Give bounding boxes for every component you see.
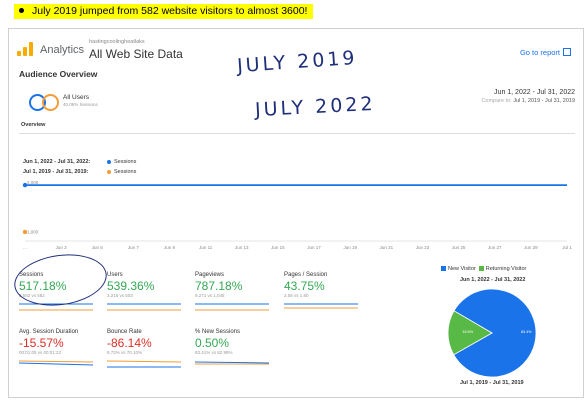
x-tick-label: Jun 29 xyxy=(524,245,538,250)
metric-value: 539.36% xyxy=(107,279,155,293)
legend-swatch-icon xyxy=(441,266,446,272)
legend-dot-icon xyxy=(107,169,111,174)
x-tick-label: Jun 9 xyxy=(164,245,176,250)
pie-slice-label: 83.4% xyxy=(521,330,532,334)
pie-legend: New Visitor Returning Visitor xyxy=(441,266,526,272)
pie-caption-bottom: Jul 1, 2019 - Jul 31, 2019 xyxy=(460,380,524,386)
x-tick-label: Jun 15 xyxy=(271,245,285,250)
legend-metric[interactable]: Sessions xyxy=(114,169,137,175)
pie-legend-new[interactable]: New Visitor xyxy=(448,266,476,272)
metric-name: Avg. Session Duration xyxy=(19,329,79,335)
sparkline xyxy=(107,360,181,368)
x-tick-label: Jun 13 xyxy=(235,245,249,250)
go-to-report-label: Go to report xyxy=(519,48,560,57)
x-tick-label: Jun 19 xyxy=(343,245,357,250)
x-tick-label: ... xyxy=(23,245,27,250)
x-tick-label: Jun 27 xyxy=(488,245,502,250)
y-tick-label: 1,000 xyxy=(27,229,39,234)
segment-icon xyxy=(29,94,59,111)
metric-card-avg-session-duration[interactable]: Avg. Session Duration -15.57% 00:01:05 v… xyxy=(19,329,97,369)
metric-value: 0.50% xyxy=(195,336,230,350)
metric-value: 43.75% xyxy=(284,279,325,293)
analytics-panel: Analytics hastingcoolingheatlaks All Web… xyxy=(8,28,584,398)
x-tick-label: Jun 23 xyxy=(416,245,430,250)
app-name: Analytics xyxy=(40,44,85,56)
sparkline xyxy=(19,303,93,311)
pie-legend-returning[interactable]: Returning Visitor xyxy=(485,266,527,272)
page-title: Audience Overview xyxy=(19,69,98,79)
x-tick-label: Jun 25 xyxy=(452,245,466,250)
legend-period: Jun 1, 2022 - Jul 31, 2022: xyxy=(23,159,91,165)
metric-value: -15.57% xyxy=(19,336,64,350)
x-tick-label: Jun 11 xyxy=(199,245,213,250)
metric-sub: 83.41% vs 82.99% xyxy=(195,350,233,355)
metric-sub: 9.72% vs 70.10% xyxy=(107,350,143,355)
compare-label: Compare to: xyxy=(481,98,512,104)
x-tick-label: Jun 7 xyxy=(128,245,140,250)
x-tick-label: Jun 17 xyxy=(307,245,321,250)
metric-name: Sessions xyxy=(19,272,44,278)
x-tick-label: Jul 1 xyxy=(562,245,572,250)
legend-dot-icon xyxy=(107,159,111,164)
y-tick-label: 2,000 xyxy=(27,180,39,185)
metric-name: Pageviews xyxy=(195,272,225,278)
metric-card-pageviews[interactable]: Pageviews 787.18% 9,271 vs 1,045 xyxy=(195,272,273,312)
metric-name: Bounce Rate xyxy=(107,329,142,335)
segment-share: 40.06% Sessions xyxy=(63,102,98,107)
handwritten-annotation-2022: JULY 2022 xyxy=(254,92,377,122)
analytics-logo-icon xyxy=(17,42,35,56)
sparkline xyxy=(195,361,269,365)
data-point-2022[interactable] xyxy=(22,182,28,188)
date-range-primary: Jun 1, 2022 - Jul 31, 2022 xyxy=(494,89,575,96)
pie-slice-label: 16.6% xyxy=(462,330,473,334)
metric-name: Pages / Session xyxy=(284,272,328,278)
pie-caption-top: Jun 1, 2022 - Jul 31, 2022 xyxy=(460,277,526,283)
legend-row-2019: Jul 1, 2019 - Jul 31, 2019: Sessions xyxy=(23,169,136,175)
date-range-compare: Jul 1, 2019 - Jul 31, 2019 xyxy=(513,98,575,104)
handwritten-annotation-2019: JULY 2019 xyxy=(236,46,359,78)
legend-row-2022: Jun 1, 2022 - Jul 31, 2022: Sessions xyxy=(23,159,136,165)
metric-sub: 3,216 vs 503 xyxy=(107,293,133,298)
visitor-type-pie-chart: 83.4% 16.6% xyxy=(447,288,537,378)
x-tick-label: Jun 5 xyxy=(92,245,104,250)
metric-sub: 3,592 vs 582 xyxy=(19,293,45,298)
data-point-2019[interactable] xyxy=(22,229,28,235)
sparkline xyxy=(19,360,93,366)
metric-card-users[interactable]: Users 539.36% 3,216 vs 503 xyxy=(107,272,185,312)
metric-sub: 00:01:05 vs 00:01:22 xyxy=(19,350,62,355)
sessions-line-chart: 2,000 1,000... Jun 3 Jun 5 Jun 7 Jun 9 Jun 11 J… xyxy=(22,180,572,250)
account-name[interactable]: hastingcoolingheatlaks xyxy=(89,39,145,45)
metric-name: Users xyxy=(107,272,123,278)
sparkline xyxy=(107,303,181,311)
tab-overview[interactable]: Overview xyxy=(21,122,46,128)
headline-text: July 2019 jumped from 582 website visito… xyxy=(32,5,308,17)
tab-bar: Overview xyxy=(19,121,575,134)
legend-swatch-icon xyxy=(478,266,484,272)
external-link-icon xyxy=(563,48,571,56)
metric-value: 517.18% xyxy=(19,279,67,293)
sparkline xyxy=(284,303,358,309)
segment-name: All Users xyxy=(63,94,90,101)
property-view-selector[interactable]: All Web Site Data xyxy=(89,47,183,61)
legend-period: Jul 1, 2019 - Jul 31, 2019: xyxy=(23,169,89,175)
metric-sub: 9,271 vs 1,045 xyxy=(195,293,225,298)
metric-value: -86.14% xyxy=(107,336,152,350)
date-range-picker[interactable]: Jun 1, 2022 - Jul 31, 2022 Compare to: J… xyxy=(481,89,575,104)
metric-card-new-sessions[interactable]: % New Sessions 0.50% 83.41% vs 82.99% xyxy=(195,329,273,369)
bullet-icon xyxy=(19,8,24,14)
metric-name: % New Sessions xyxy=(195,329,241,335)
metric-card-bounce-rate[interactable]: Bounce Rate -86.14% 9.72% vs 70.10% xyxy=(107,329,185,369)
x-tick-label: Jun 21 xyxy=(380,245,394,250)
headline-banner: July 2019 jumped from 582 website visito… xyxy=(14,4,314,19)
pie-slice-returning-visitor[interactable] xyxy=(447,310,493,356)
metric-card-sessions[interactable]: Sessions 517.18% 3,592 vs 582 xyxy=(19,272,97,312)
go-to-report-link[interactable]: Go to report xyxy=(520,48,571,57)
metric-sub: 2.58 vs 1.80 xyxy=(284,293,309,298)
metric-value: 787.18% xyxy=(195,279,243,293)
pie-slice-new-visitor[interactable] xyxy=(453,288,537,378)
legend-metric[interactable]: Sessions xyxy=(114,159,137,165)
x-tick-label: Jun 3 xyxy=(56,245,68,250)
metric-card-pages-per-session[interactable]: Pages / Session 43.75% 2.58 vs 1.80 xyxy=(284,272,362,312)
sparkline xyxy=(195,303,269,311)
